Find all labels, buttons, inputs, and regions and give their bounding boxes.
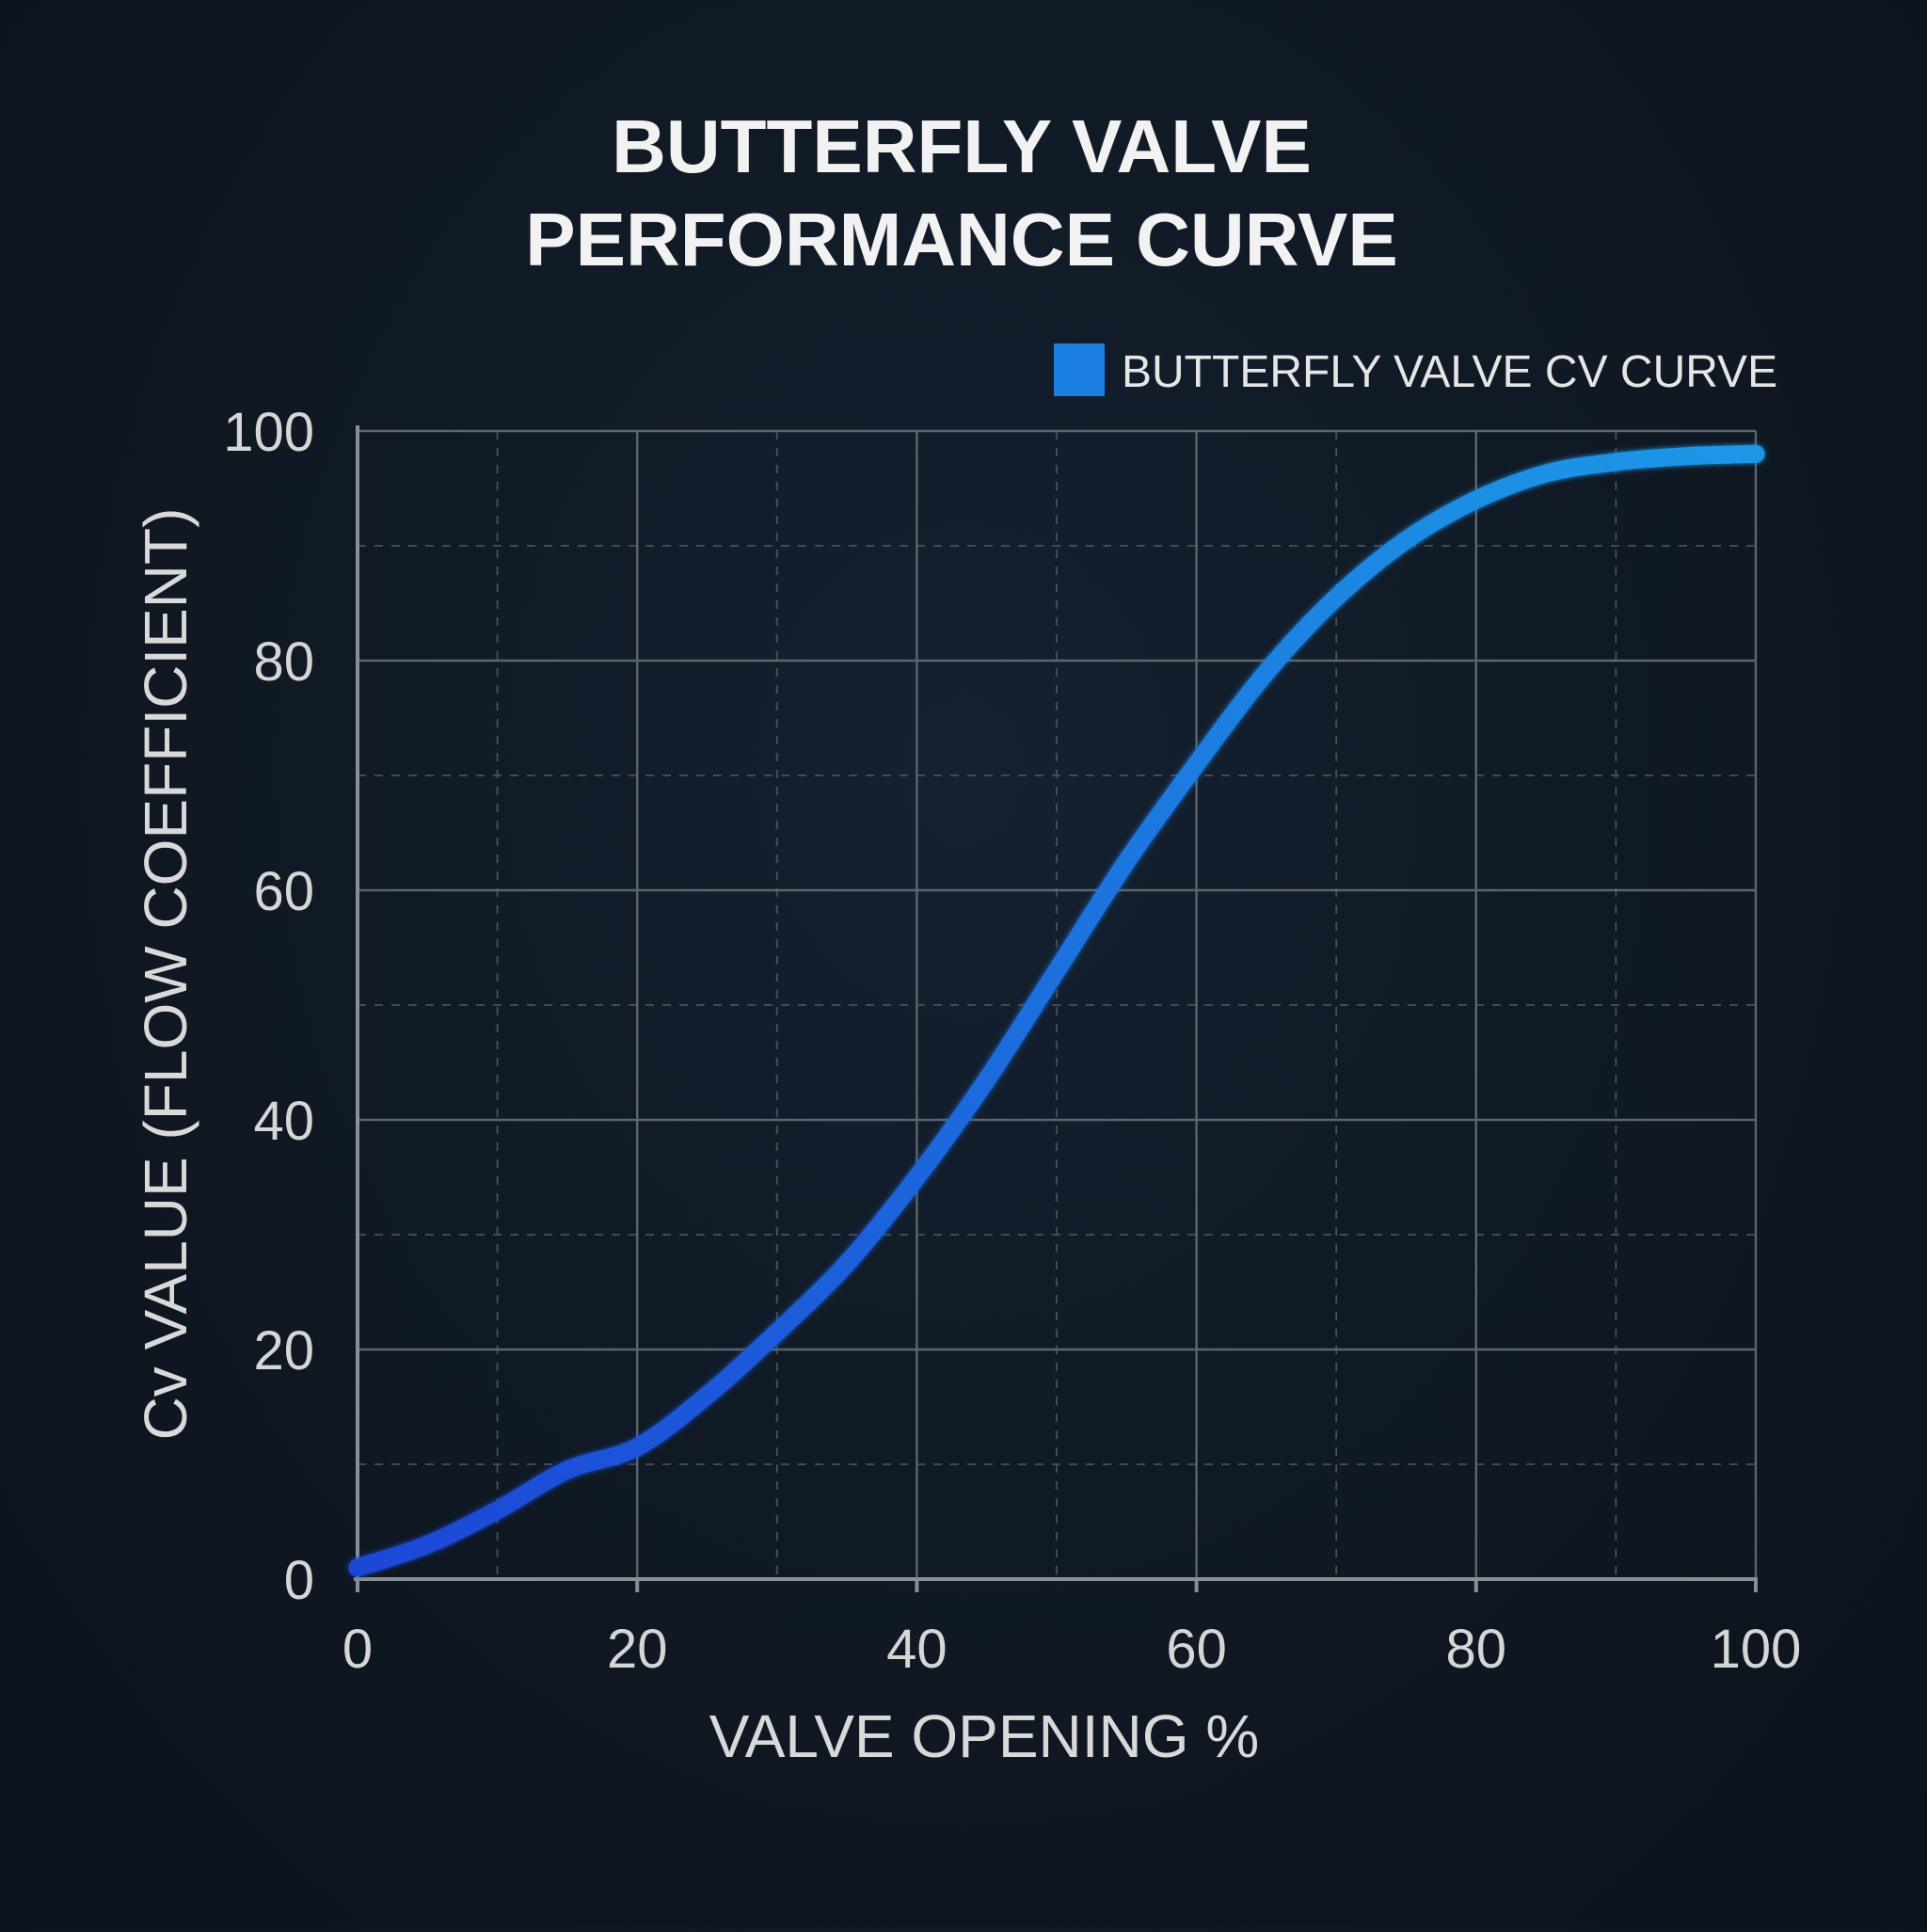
y-tick-label: 20: [253, 1320, 314, 1381]
axes: [354, 425, 1758, 1592]
legend-swatch: [1054, 343, 1105, 396]
ticks: 0 20 40 60 80 100 0 20 40 60 80 100: [223, 402, 1801, 1680]
series-layer: [348, 444, 1765, 1577]
legend-label: BUTTERFLY VALVE CV CURVE: [1122, 347, 1777, 397]
grid: [356, 429, 1758, 1581]
x-tick-label: 100: [1711, 1619, 1802, 1680]
x-tick-label: 60: [1166, 1619, 1227, 1680]
series-line: [348, 444, 1765, 1577]
chart-title-line-2: PERFORMANCE CURVE: [525, 198, 1398, 281]
y-tick-label: 80: [253, 631, 314, 693]
x-tick-label: 40: [886, 1619, 948, 1680]
x-tick-label: 20: [607, 1619, 668, 1680]
y-tick-label: 100: [223, 402, 314, 463]
y-tick-label: 40: [253, 1091, 314, 1152]
x-axis-label: VALVE OPENING %: [709, 1702, 1259, 1770]
x-tick-label: 0: [342, 1619, 373, 1680]
y-tick-label: 60: [253, 861, 314, 922]
legend: BUTTERFLY VALVE CV CURVE: [1054, 343, 1777, 397]
y-tick-label: 0: [284, 1550, 314, 1611]
y-axis-label: Cv VALUE (FLOW COEFFICIENT): [132, 508, 199, 1441]
chart-title-line-1: BUTTERFLY VALVE: [612, 104, 1312, 188]
x-tick-label: 80: [1446, 1619, 1507, 1680]
